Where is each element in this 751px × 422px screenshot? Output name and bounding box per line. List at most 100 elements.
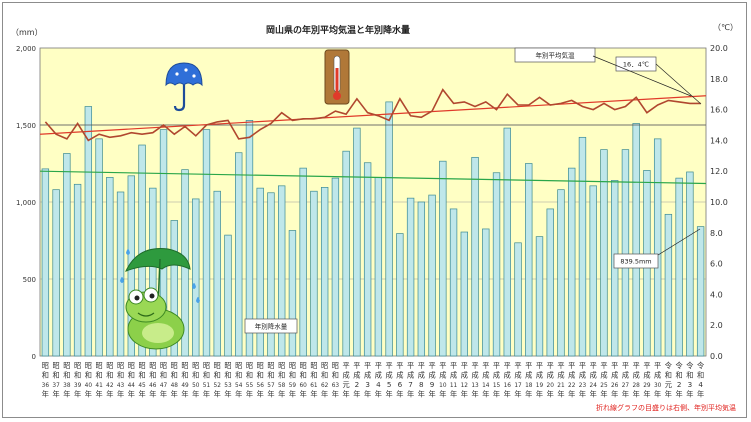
x-tick-part: 成: [514, 371, 521, 380]
x-tick-label: 昭和 36年: [42, 361, 50, 399]
x-tick-part: 44: [128, 383, 136, 389]
precip-callout-leader: [657, 228, 701, 256]
x-tick-part: 平: [418, 361, 425, 370]
precip-bar: [245, 120, 254, 357]
x-tick-part: 昭: [300, 361, 307, 370]
x-tick-part: 年: [493, 390, 500, 399]
x-tick-part: 和: [63, 371, 70, 380]
x-tick-part: 令: [676, 361, 683, 370]
precip-bar: [664, 213, 673, 357]
precip-bar: [202, 129, 211, 357]
x-tick-label: 昭和 56年: [257, 361, 265, 399]
umbrella-handle: [173, 85, 186, 112]
x-tick-part: 昭: [74, 361, 81, 370]
x-tick-part: 和: [332, 371, 339, 380]
x-tick-part: 61: [310, 383, 318, 389]
precip-bar: [224, 234, 232, 357]
precip-bar: [686, 171, 694, 357]
x-tick-part: 年: [386, 390, 393, 399]
x-tick-part: 3: [365, 380, 370, 389]
precip-bar: [267, 192, 275, 357]
x-tick-part: 昭: [192, 361, 199, 370]
x-tick-part: 平: [407, 361, 414, 370]
x-tick-part: 62: [321, 383, 329, 389]
x-tick-part: 成: [600, 371, 607, 380]
x-tick-part: 成: [568, 371, 575, 380]
y-right-tick-label: 10.0: [710, 198, 728, 207]
x-tick-part: 昭: [203, 361, 210, 370]
x-tick-part: 成: [396, 371, 403, 380]
x-tick-part: 14: [482, 383, 490, 389]
x-tick-part: 年: [310, 390, 317, 399]
umbrella-icon: [165, 62, 203, 112]
precip-bar: [428, 194, 436, 357]
x-tick-part: 和: [224, 371, 231, 380]
x-tick-part: 年: [600, 390, 607, 399]
x-tick-label: 昭和 47年: [160, 361, 168, 399]
frog-pupil: [149, 293, 155, 299]
x-tick-part: 平: [600, 361, 607, 370]
x-tick-part: 昭: [42, 361, 49, 370]
precip-bar: [363, 162, 372, 357]
x-tick-part: 和: [697, 371, 704, 380]
x-tick-part: 54: [235, 383, 243, 389]
x-tick-part: 成: [611, 371, 618, 380]
x-tick-part: 47: [160, 383, 168, 389]
x-tick-part: 60: [299, 383, 307, 389]
precip-bar: [503, 127, 511, 357]
x-tick-part: 年: [321, 390, 328, 399]
x-tick-label: 平成 13年: [471, 361, 479, 399]
precip-bar: [170, 220, 178, 357]
x-tick-part: 和: [235, 371, 242, 380]
x-tick-label: 平成 25年: [600, 361, 608, 399]
x-tick-part: 令: [686, 361, 693, 370]
chart: 0 500 1,000 1,500 2,000 0.0 2.0 4.0 6.0 8.0 10.0 12…: [11, 23, 738, 399]
x-tick-part: 年: [117, 390, 124, 399]
x-tick-part: 和: [149, 371, 156, 380]
x-tick-part: 58: [278, 383, 286, 389]
x-tick-label: 平成 29年: [643, 361, 651, 399]
x-tick-part: 9: [430, 380, 435, 389]
x-tick-label: 昭和 41年: [95, 361, 103, 399]
x-tick-label: 昭和 40年: [85, 361, 93, 399]
precip-bar: [535, 236, 544, 357]
y-left-tick-label: 1,500: [16, 122, 36, 130]
temp-series-label-box: [514, 47, 596, 63]
x-tick-part: 年: [482, 390, 489, 399]
x-tick-part: 年: [300, 390, 307, 399]
frog-icon: [120, 247, 200, 350]
precip-bar: [546, 208, 554, 357]
y-right-tick-label: 16.0: [710, 106, 728, 115]
raindrop: [126, 249, 130, 255]
x-tick-part: 平: [611, 361, 618, 370]
x-tick-part: 25: [600, 383, 608, 389]
x-tick-part: 昭: [246, 361, 253, 370]
x-tick-part: 平: [364, 361, 371, 370]
y-right-tick-label: 18.0: [710, 75, 728, 84]
thermometer-icon: [324, 49, 350, 105]
x-tick-part: 41: [95, 383, 103, 389]
chart-title: 岡山県の年別平均気温と年別降水量: [266, 24, 410, 36]
y-left-unit: （mm）: [11, 28, 43, 37]
x-tick-part: 年: [224, 390, 231, 399]
x-tick-part: 56: [257, 383, 265, 389]
x-tick-part: 6: [398, 380, 403, 389]
precip-bar: [41, 168, 50, 357]
x-tick-part: 21: [557, 383, 565, 389]
x-tick-part: 20: [547, 383, 555, 389]
x-tick-part: 昭: [53, 361, 60, 370]
x-tick-label: 昭和 38年: [63, 361, 71, 399]
x-tick-part: 年: [557, 390, 564, 399]
precip-bar: [578, 136, 587, 357]
x-tick-part: 昭: [106, 361, 113, 370]
x-tick-part: 42: [106, 383, 114, 389]
x-tick-part: 和: [246, 371, 253, 380]
leaf-umbrella: [125, 247, 191, 272]
x-tick-part: 37: [52, 383, 60, 389]
y-right-tick-label: 4.0: [710, 290, 723, 299]
x-tick-part: 成: [461, 371, 468, 380]
x-tick-part: 年: [514, 390, 521, 399]
